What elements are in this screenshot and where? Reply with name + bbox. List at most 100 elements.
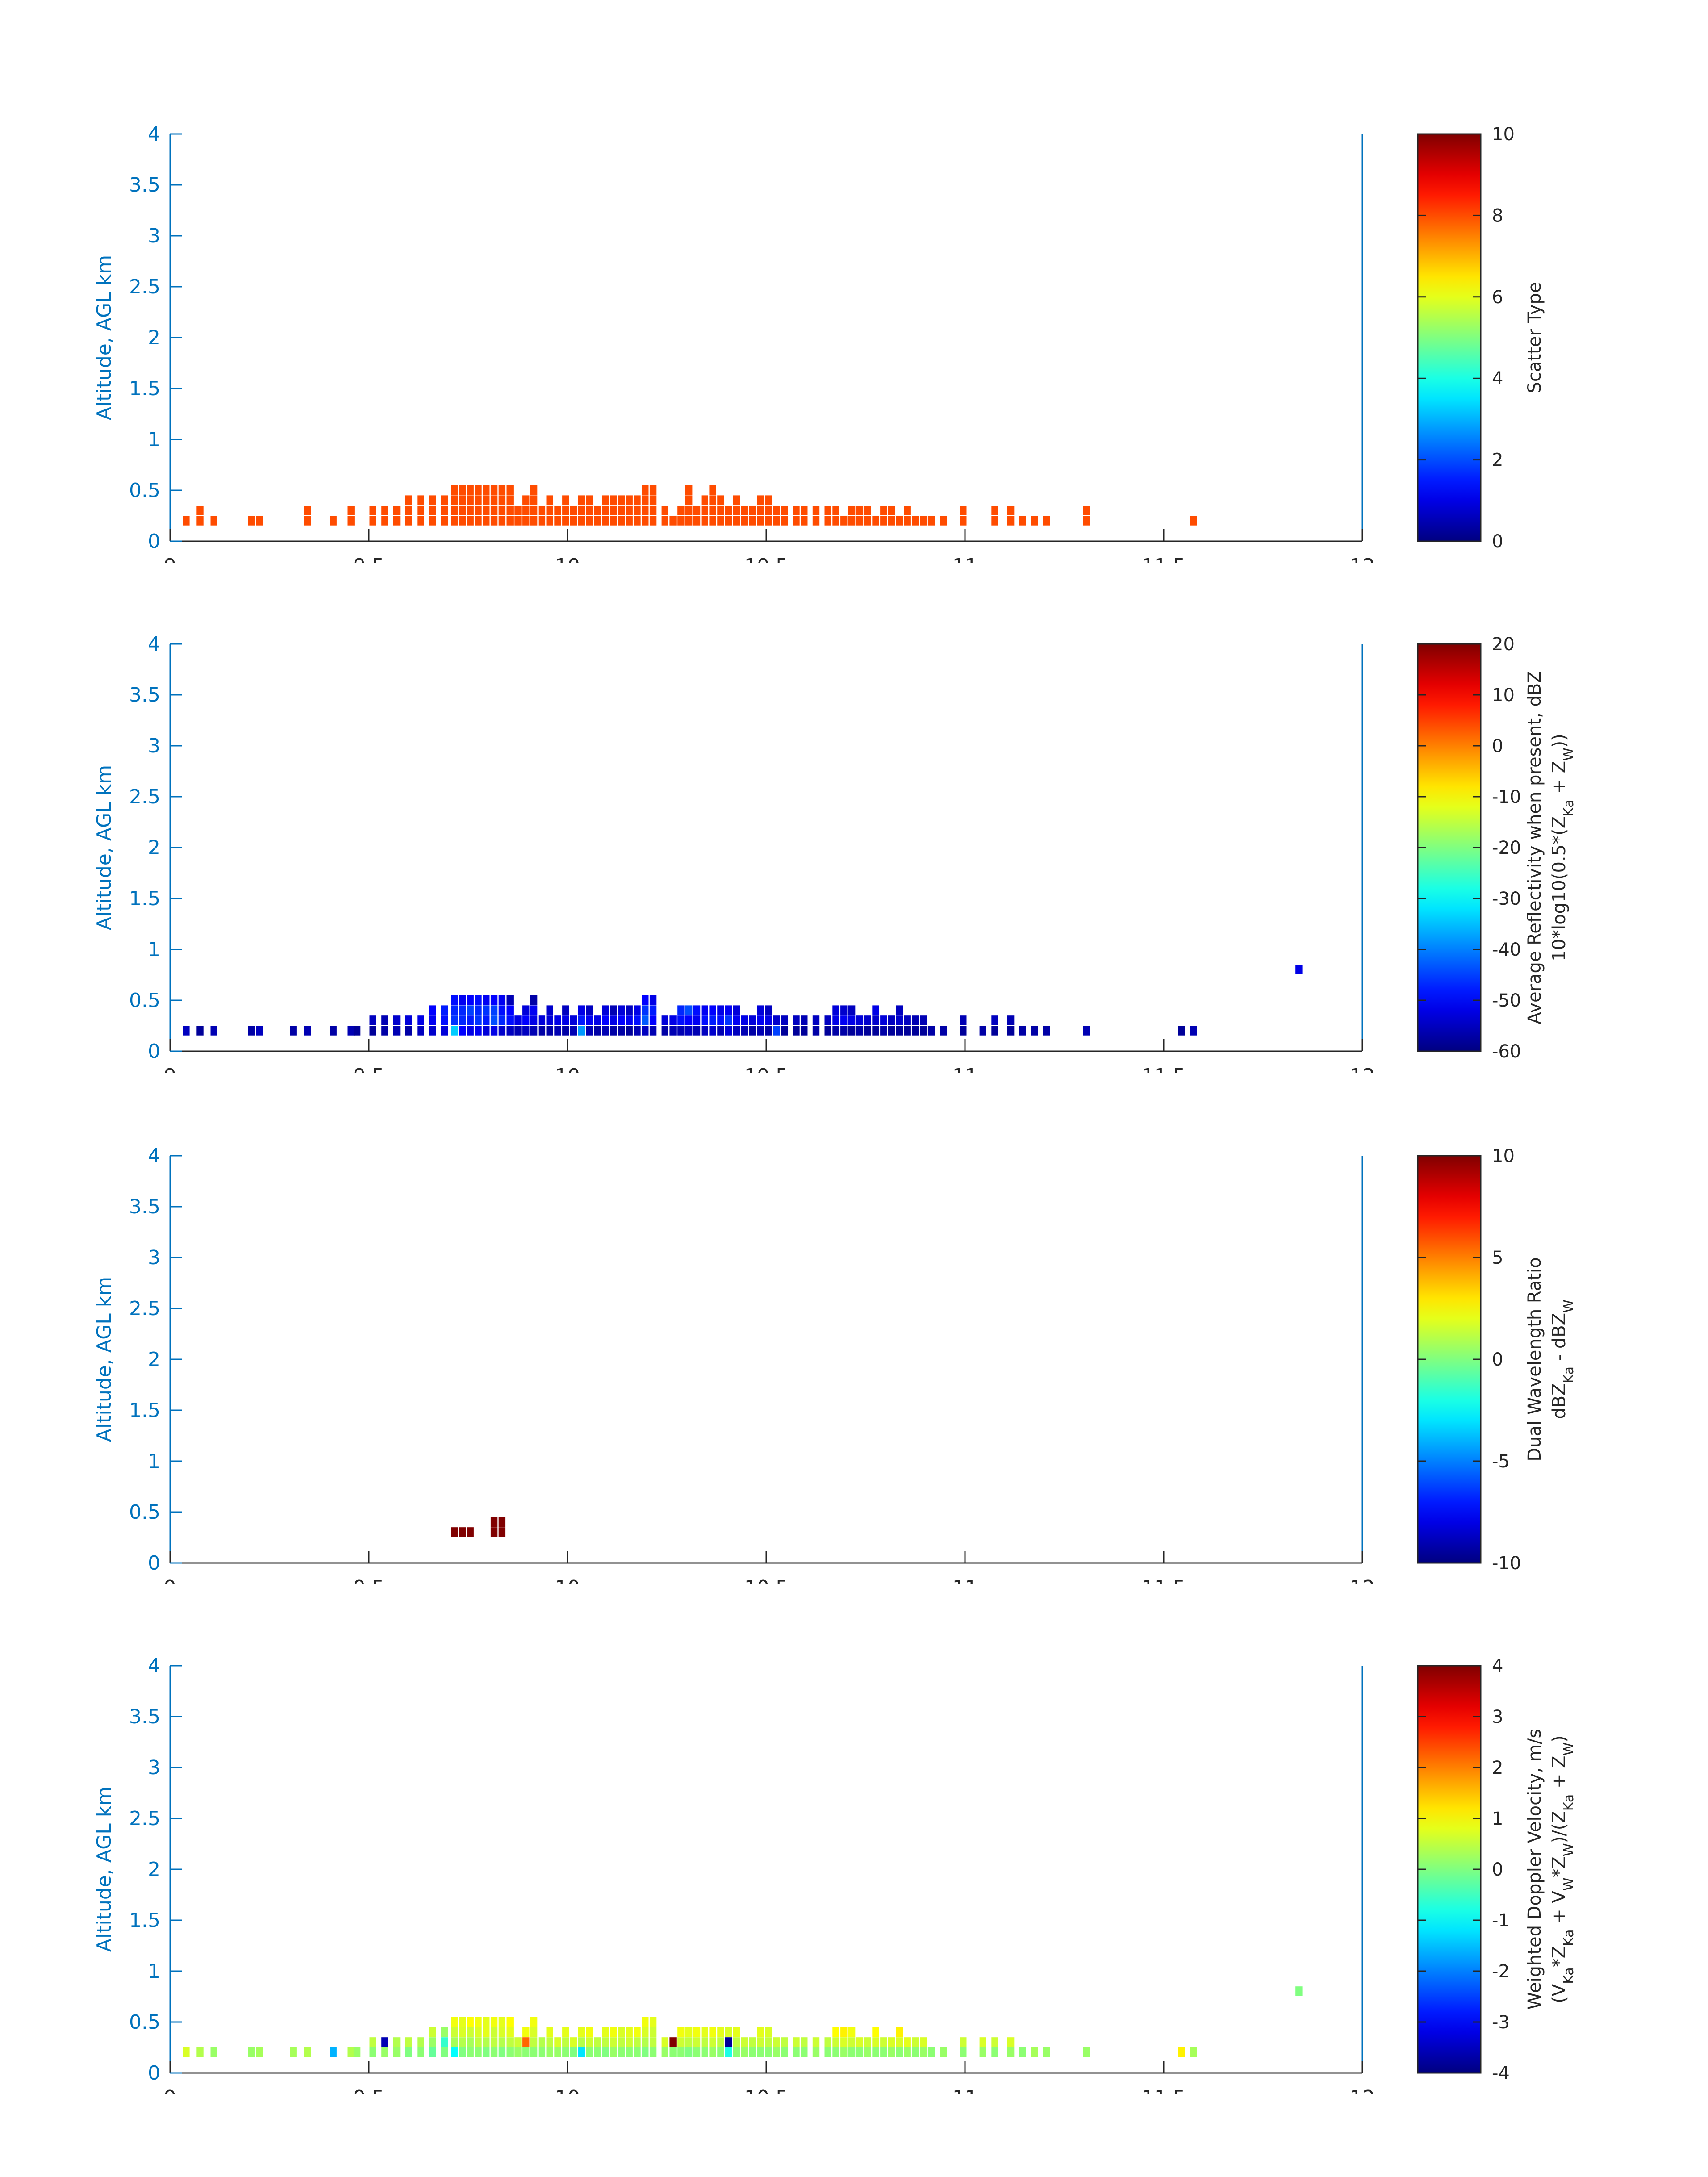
data-cell	[330, 1026, 337, 1036]
data-cell	[701, 516, 708, 526]
colorbar	[1417, 1155, 1482, 1564]
data-cell	[586, 2037, 593, 2047]
data-cell	[451, 1015, 458, 1025]
data-cell	[864, 1015, 871, 1025]
data-cell	[405, 2037, 412, 2047]
data-cell	[888, 506, 895, 515]
data-cell	[490, 1015, 498, 1025]
data-cell	[347, 1026, 355, 1036]
data-cell	[896, 1015, 903, 1025]
data-cell	[562, 506, 569, 515]
data-cell	[554, 506, 561, 515]
data-cell	[1083, 2047, 1090, 2057]
data-cell	[578, 1026, 585, 1036]
heatmap-cells	[183, 485, 1197, 526]
data-cell	[701, 506, 708, 515]
colorbar-tick-label: 20	[1492, 634, 1515, 655]
data-cell	[649, 995, 657, 1005]
data-cell	[483, 516, 490, 526]
data-cell	[642, 495, 649, 506]
data-cell	[649, 2017, 657, 2027]
x-tick-label: 10	[555, 555, 580, 563]
data-cell	[904, 506, 911, 515]
data-cell	[429, 2027, 436, 2037]
data-cell	[506, 2027, 514, 2037]
data-cell	[896, 516, 903, 526]
data-cell	[824, 2047, 831, 2057]
data-cell	[864, 1026, 871, 1036]
data-cell	[530, 2037, 538, 2047]
data-cell	[741, 516, 748, 526]
data-cell	[848, 516, 856, 526]
data-cell	[765, 1005, 772, 1015]
x-tick-label: 10	[555, 2086, 580, 2094]
data-cell	[538, 506, 546, 515]
data-cell	[840, 516, 848, 526]
data-cell	[441, 2037, 448, 2047]
data-cell	[538, 516, 546, 526]
data-cell	[586, 1015, 593, 1025]
data-cell	[347, 506, 355, 515]
data-cell	[490, 2017, 498, 2027]
x-tick-label: 11	[952, 1576, 977, 1584]
data-cell	[210, 516, 217, 526]
data-cell	[483, 2037, 490, 2047]
data-cell	[773, 2047, 780, 2057]
data-cell	[832, 1005, 839, 1015]
data-cell	[904, 516, 911, 526]
data-cell	[490, 2037, 498, 2047]
data-cell	[498, 2027, 506, 2037]
data-cell	[725, 1015, 732, 1025]
colorbar-tick-label: 2	[1492, 450, 1503, 471]
data-cell	[991, 2037, 998, 2047]
data-cell	[626, 1015, 633, 1025]
data-cell	[483, 506, 490, 515]
data-cell	[562, 1026, 569, 1036]
data-cell	[824, 1015, 831, 1025]
data-cell	[459, 1527, 466, 1537]
data-cell	[459, 2027, 466, 2037]
data-cell	[904, 1026, 911, 1036]
data-cell	[872, 1026, 879, 1036]
data-cell	[864, 2047, 871, 2057]
data-cell	[441, 2027, 448, 2037]
data-cell	[781, 2037, 788, 2047]
data-cell	[475, 1026, 482, 1036]
data-cell	[459, 2047, 466, 2057]
data-cell	[602, 1005, 609, 1015]
data-cell	[991, 2047, 998, 2057]
data-cell	[824, 506, 831, 515]
data-cell	[381, 516, 388, 526]
data-cell	[602, 2027, 609, 2037]
data-cell	[405, 506, 412, 515]
data-cell	[429, 2037, 436, 2047]
data-cell	[733, 2037, 740, 2047]
data-cell	[618, 1005, 625, 1015]
data-cell	[781, 1015, 788, 1025]
data-cell	[490, 1026, 498, 1036]
data-cell	[872, 516, 879, 526]
data-cell	[562, 1005, 569, 1015]
data-cell	[840, 2027, 848, 2037]
colorbar-tick-label: -1	[1492, 1910, 1510, 1931]
x-tick-label: 12	[1350, 1065, 1375, 1073]
data-cell	[773, 2037, 780, 2047]
data-cell	[1007, 516, 1015, 526]
data-cell	[709, 506, 716, 515]
y-tick-label: 1	[148, 1960, 160, 1983]
data-cell	[248, 516, 255, 526]
data-cell	[801, 1015, 808, 1025]
data-cell	[490, 2047, 498, 2057]
data-cell	[475, 495, 482, 506]
data-cell	[940, 2047, 947, 2057]
data-cell	[709, 2027, 716, 2037]
data-cell	[451, 516, 458, 526]
colorbar-tick-label: 8	[1492, 205, 1503, 226]
data-cell	[642, 2017, 649, 2027]
data-cell	[773, 516, 780, 526]
data-cell	[483, 495, 490, 506]
data-cell	[991, 516, 998, 526]
data-cell	[369, 506, 376, 515]
data-cell	[530, 1005, 538, 1015]
colorbar-tick-label: -60	[1492, 1041, 1521, 1062]
